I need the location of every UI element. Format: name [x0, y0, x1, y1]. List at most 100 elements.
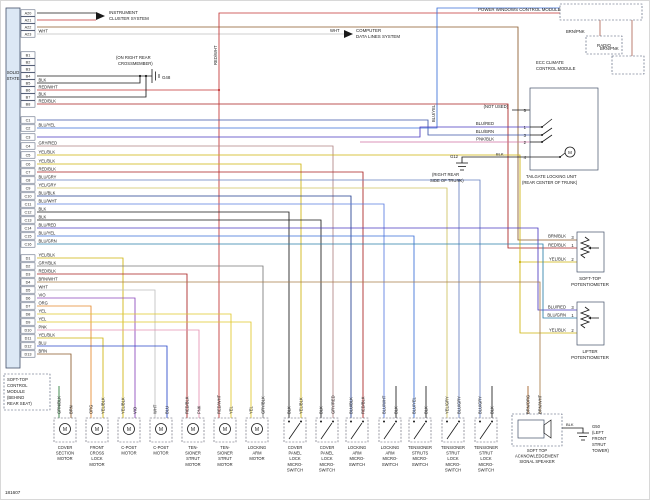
wire-color-label: GRN/BLK — [57, 396, 62, 414]
switch-contact — [320, 420, 322, 423]
component-label: MICRO- — [478, 462, 494, 467]
junction-dot — [138, 74, 142, 78]
motor-symbol — [187, 423, 199, 435]
component-label: MOTOR — [217, 462, 232, 467]
motor-symbol-letter: M — [568, 150, 572, 155]
pin-id-C13: C13 — [25, 219, 32, 223]
wire-color-label: BLK — [394, 406, 399, 414]
pin-id-C7: C7 — [26, 171, 31, 175]
component-label: STRUTS — [412, 451, 429, 456]
wire-color-label: PNK — [197, 405, 202, 414]
pot-pin-number: 3 — [571, 235, 574, 240]
component-label: MOTOR — [89, 462, 104, 467]
component-label: TENSIONER — [408, 445, 432, 450]
generated-layer: A20 A21 A22 A23 WHT B1 B2 B3 B4 B5 BLK B6 RED/WHT B7 B… — [20, 9, 543, 472]
motor-symbol — [155, 423, 167, 435]
module-name: STATE — [7, 76, 20, 81]
pin-D8 — [20, 310, 36, 318]
tg-wire-label: PNK/BLK — [476, 137, 494, 142]
pin-wire-label-D9: YEL — [39, 317, 47, 322]
switch-box — [345, 417, 369, 443]
wire — [37, 195, 352, 418]
wiper-arrow-icon — [588, 246, 591, 250]
switch-contact — [395, 420, 397, 423]
ground-g48 — [151, 69, 160, 83]
wire-color-label: BLU — [165, 406, 170, 414]
g12-location: SIDE OF TRUNK) — [430, 178, 464, 183]
pin-D11 — [20, 334, 36, 342]
component-label: SWITCH — [478, 467, 494, 472]
ground-g12 — [456, 162, 468, 171]
wire-color-label: BLU/BLK — [349, 397, 354, 414]
component-label: SWITCH — [287, 467, 303, 472]
pin-wire-label-B6: RED/WHT — [39, 85, 59, 90]
pin-wire-label-D1: YEL/BLK — [39, 253, 56, 258]
pin-id-B1: B1 — [26, 54, 31, 58]
pin-id-C9: C9 — [26, 187, 31, 191]
motor-symbol-letter: M — [223, 427, 227, 433]
pin-D2 — [20, 262, 36, 270]
speaker-label: ACKNOWLEDGEMENT — [515, 454, 559, 459]
speaker-cone-icon — [543, 419, 552, 439]
pin-B5 — [20, 79, 36, 87]
system-arrow-icon — [96, 12, 105, 20]
motor-box — [181, 417, 205, 443]
pin-wire-label-C11: BLU/WHT — [39, 199, 58, 204]
pin-id-C12: C12 — [25, 211, 32, 215]
junction-dot — [217, 88, 221, 92]
wire-color-label: BRN/ORG — [526, 395, 531, 414]
wire — [37, 321, 252, 418]
ecc-label: ECC CLIMATE — [536, 60, 564, 65]
component-label: CROSS — [90, 451, 105, 456]
ecc-label: CONTROL MODULE — [536, 66, 576, 71]
pin-C12 — [20, 208, 36, 216]
component-label: LOCKING — [381, 445, 399, 450]
pin-D4 — [20, 278, 36, 286]
wire-color-label: YEL/BLK — [121, 397, 126, 414]
g50-location: STRUT — [592, 442, 606, 447]
part-number: 181607 — [5, 490, 21, 495]
crossmember-note: (ON RIGHT REAR — [116, 55, 151, 60]
pin-wire-label-C9: YEL/GRY — [39, 183, 57, 188]
computer-data-ref: DATA LINES SYSTEM — [356, 34, 400, 39]
wht-wire-label: WHT — [330, 28, 340, 33]
pin-id-A21: A21 — [25, 19, 32, 23]
motor-symbol — [219, 423, 231, 435]
speaker-outer-box — [511, 413, 563, 447]
wire — [37, 243, 577, 319]
pin-id-A23: A23 — [25, 33, 32, 37]
wire-color-label: WHT — [153, 404, 158, 414]
pin-wire-label-D10: PNK — [39, 325, 48, 330]
pin-id-D12: D12 — [25, 345, 32, 349]
wire — [562, 427, 584, 433]
motor-box — [85, 417, 109, 443]
pin-A21 — [20, 16, 36, 24]
wire-color-label: BLK — [319, 406, 324, 414]
tg-pin-number: 4 — [524, 155, 527, 160]
pin-id-B2: B2 — [26, 61, 31, 65]
motor-symbol — [251, 423, 263, 435]
component-label: SWITCH — [319, 467, 335, 472]
component-label: ARM — [352, 451, 362, 456]
wire-color-label: VIO — [133, 407, 138, 414]
wire — [37, 76, 147, 98]
pin-C14 — [20, 224, 36, 232]
wire — [37, 313, 232, 418]
tailgate-title: (REAR CENTER OF TRUNK) — [522, 180, 578, 185]
component-label: LOCKING — [348, 445, 366, 450]
pin-C6 — [20, 160, 36, 168]
junction-dot — [144, 74, 148, 78]
pin-D1 — [20, 254, 36, 262]
wire — [37, 154, 577, 263]
wiper-arrow-icon — [588, 316, 591, 320]
component-label: ARM — [385, 451, 395, 456]
component-label: LOCK — [289, 456, 300, 461]
ground-g50 — [577, 432, 589, 441]
g50-location: (LEFT — [592, 430, 604, 435]
switch-contact — [362, 420, 364, 423]
junction-dot — [518, 260, 522, 264]
pin-wire-label-C16: BLU/GRN — [39, 239, 57, 244]
wire — [37, 345, 168, 418]
pin-B2 — [20, 58, 36, 66]
component-label: MOTOR — [153, 451, 168, 456]
